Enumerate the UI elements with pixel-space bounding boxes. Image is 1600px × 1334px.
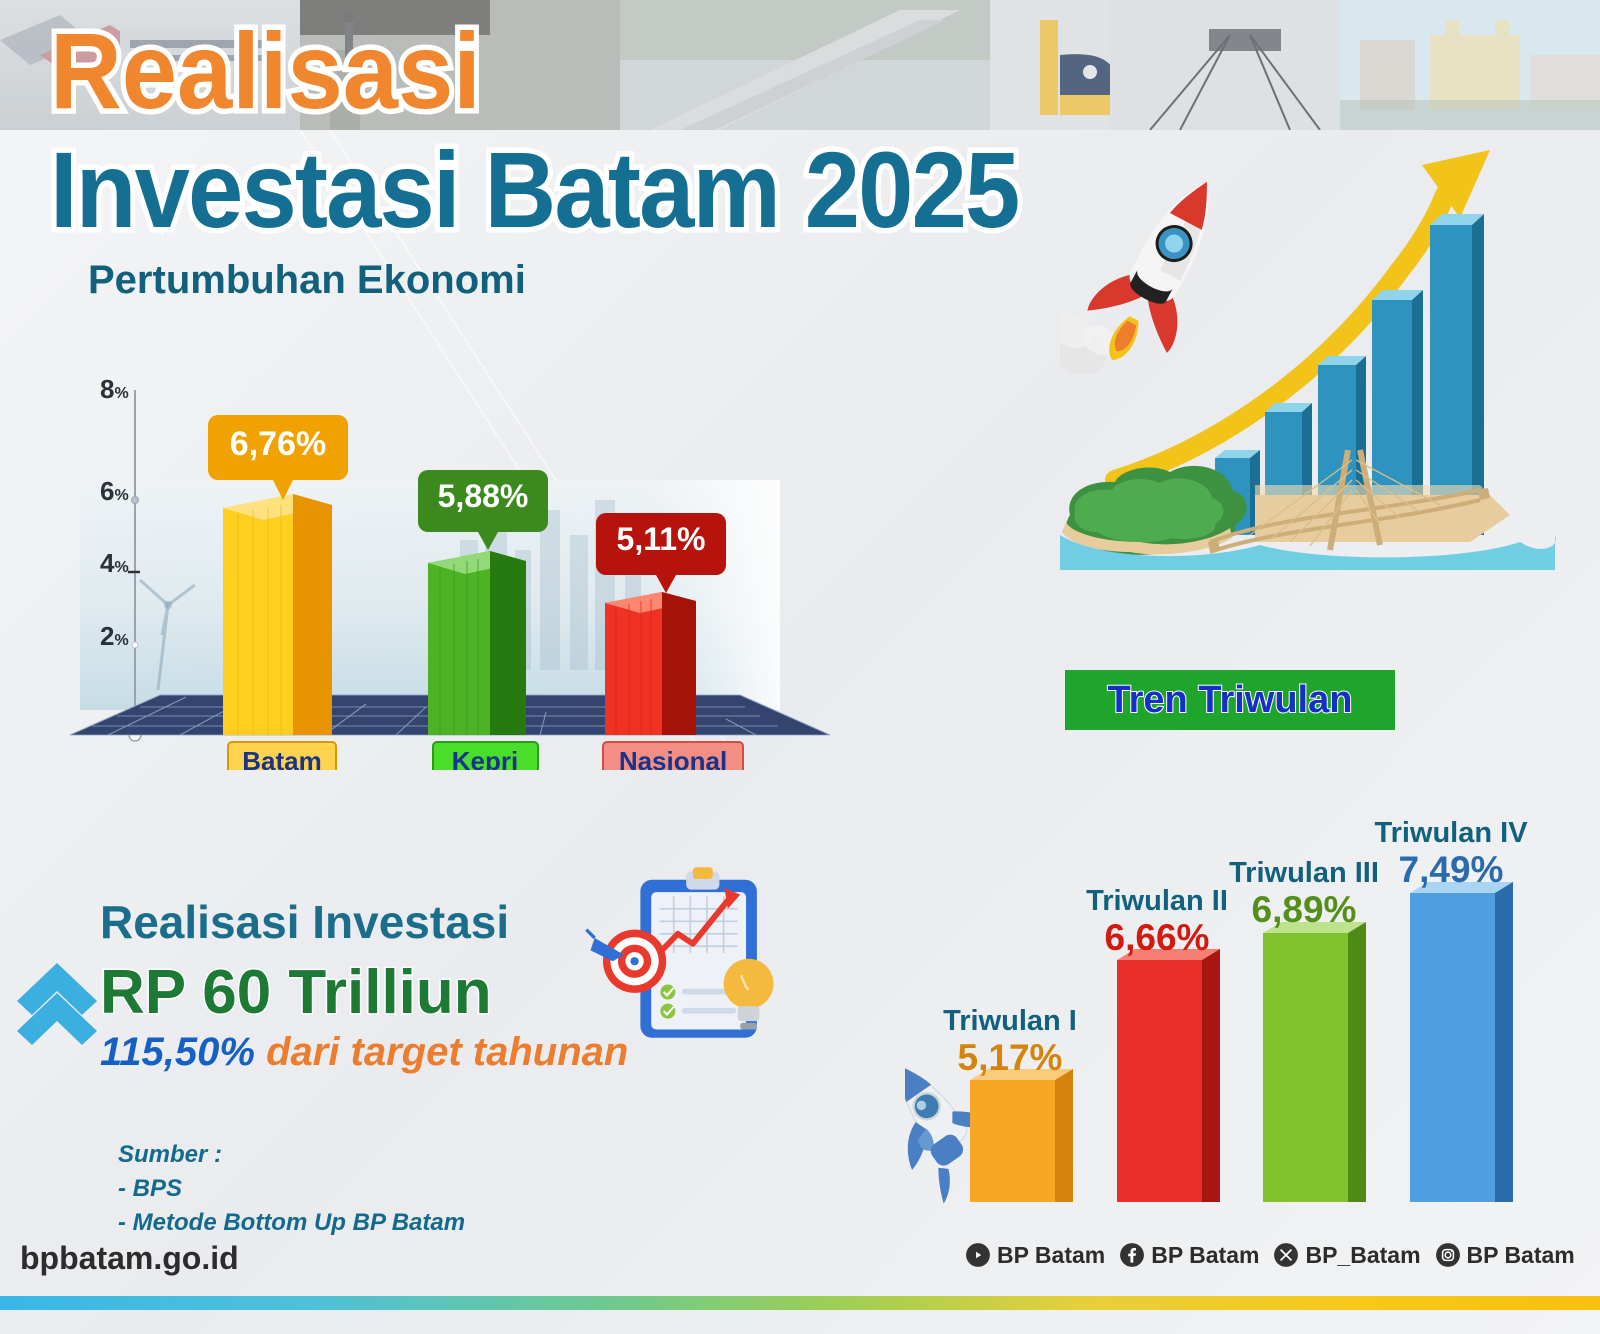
svg-text:Batam: Batam	[242, 746, 321, 770]
svg-text:7,49%: 7,49%	[1399, 849, 1504, 890]
svg-text:6,66%: 6,66%	[1105, 917, 1210, 958]
svg-text:5,17%: 5,17%	[958, 1037, 1063, 1078]
svg-text:Kepri: Kepri	[452, 746, 518, 770]
svg-text:Nasional: Nasional	[619, 746, 727, 770]
svg-text:8%: 8%	[100, 374, 129, 404]
svg-text:6,89%: 6,89%	[1252, 889, 1357, 930]
svg-text:Triwulan IV: Triwulan IV	[1374, 817, 1528, 849]
svg-text:Triwulan II: Triwulan II	[1086, 885, 1228, 917]
svg-text:Triwulan III: Triwulan III	[1229, 857, 1379, 889]
svg-text:5,88%: 5,88%	[438, 478, 529, 514]
svg-text:Triwulan I: Triwulan I	[943, 1005, 1077, 1037]
svg-text:6,76%: 6,76%	[230, 425, 326, 463]
svg-text:5,11%: 5,11%	[617, 521, 706, 557]
